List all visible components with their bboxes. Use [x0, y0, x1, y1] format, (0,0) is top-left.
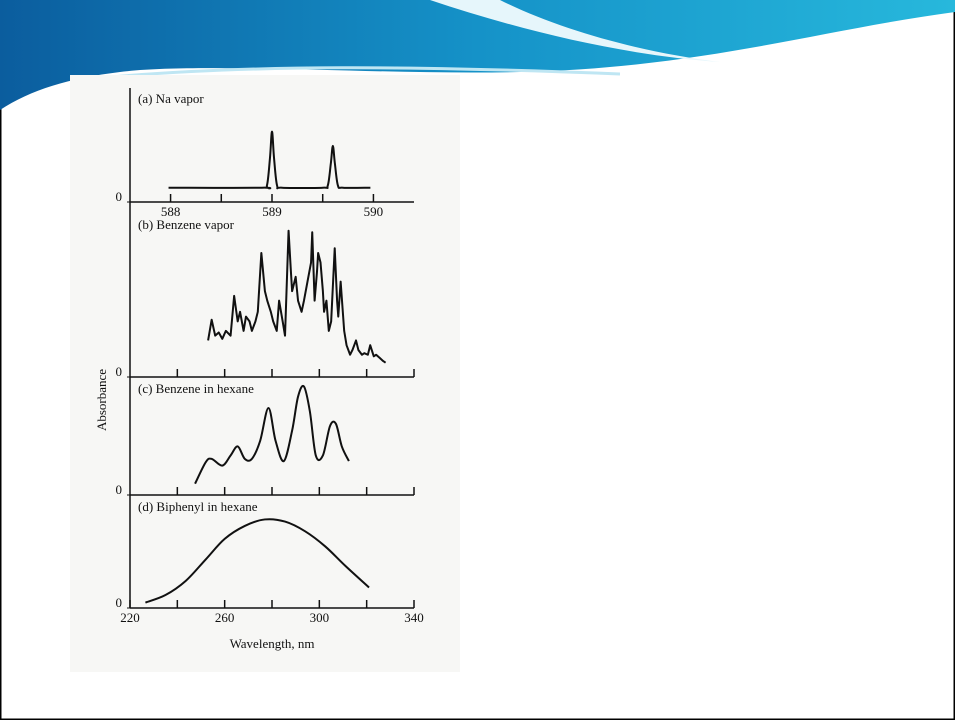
header-swoosh — [99, 66, 621, 80]
spectrum-line — [168, 130, 371, 190]
y-tick-label: 0 — [116, 482, 123, 497]
spectrum-line — [194, 384, 350, 485]
x-axis-label: Wavelength, nm — [230, 636, 315, 651]
y-tick-label: 0 — [116, 595, 123, 610]
header-band — [0, 0, 955, 110]
x-tick-label: 588 — [161, 204, 181, 219]
spectrum-line — [207, 229, 387, 364]
x-tick-label: 589 — [262, 204, 282, 219]
panel-title: (b) Benzene vapor — [138, 217, 235, 232]
x-tick-label: 340 — [404, 610, 424, 625]
panel-title: (d) Biphenyl in hexane — [138, 499, 258, 514]
x-tick-label: 260 — [215, 610, 235, 625]
y-tick-label: 0 — [116, 364, 123, 379]
panel-title: (c) Benzene in hexane — [138, 381, 254, 396]
panel-title: (a) Na vapor — [138, 91, 204, 106]
y-axis-label: Absorbance — [94, 369, 109, 431]
figure-scan — [70, 75, 460, 672]
spectra: (a) Na vapor 0 588 589 590 (b) Benzene vapor 0… — [94, 91, 424, 651]
spectrum-line — [145, 518, 370, 604]
y-tick-label: 0 — [116, 189, 123, 204]
x-tick-label: 220 — [120, 610, 140, 625]
header-swoosh — [430, 0, 720, 62]
x-tick-label: 300 — [310, 610, 330, 625]
x-tick-label: 590 — [364, 204, 384, 219]
